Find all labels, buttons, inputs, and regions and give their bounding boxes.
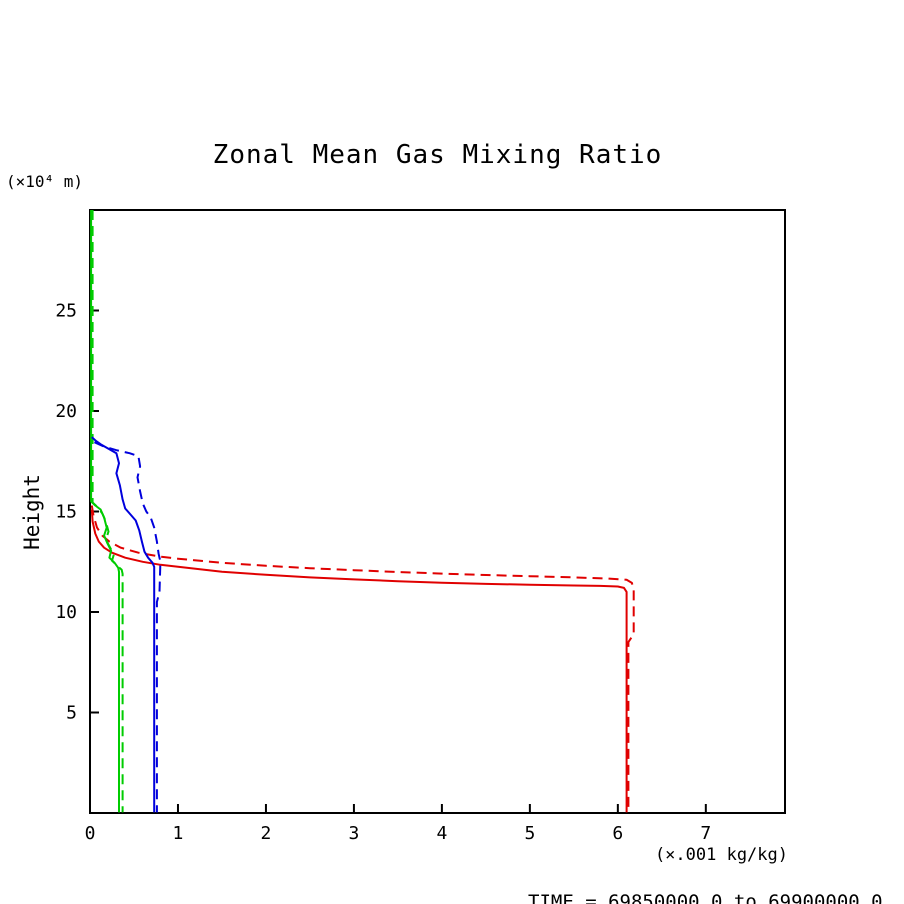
y-tick-label: 10 <box>55 602 77 623</box>
y-tick-label: 25 <box>55 301 77 322</box>
x-tick-label: 3 <box>349 823 360 844</box>
x-tick-label: 7 <box>700 823 711 844</box>
x-tick-label: 4 <box>436 823 447 844</box>
time-annotation: TIME = 69850000.0 to 69900000.0 <box>528 891 883 904</box>
series-blue-solid-profile <box>91 436 156 813</box>
series-green-dashed-profile <box>91 210 124 813</box>
x-tick-label: 0 <box>85 823 96 844</box>
x-tick-label: 6 <box>612 823 623 844</box>
x-tick-label: 5 <box>524 823 535 844</box>
x-axis-units-label: (×.001 kg/kg) <box>654 845 788 865</box>
series-red-dashed-profile <box>90 505 635 813</box>
plot-frame <box>89 209 786 814</box>
y-tick-label: 20 <box>55 401 77 422</box>
chart-title: Zonal Mean Gas Mixing Ratio <box>212 140 663 170</box>
series-blue-dashed-profile <box>93 441 162 813</box>
y-tick-label: 5 <box>66 703 77 724</box>
y-axis-units-label: (×10⁴ m) <box>6 172 84 191</box>
x-tick-label: 1 <box>173 823 184 844</box>
x-tick-label: 2 <box>261 823 272 844</box>
series-red-solid-profile <box>90 509 628 813</box>
y-tick-label: 15 <box>55 502 77 523</box>
